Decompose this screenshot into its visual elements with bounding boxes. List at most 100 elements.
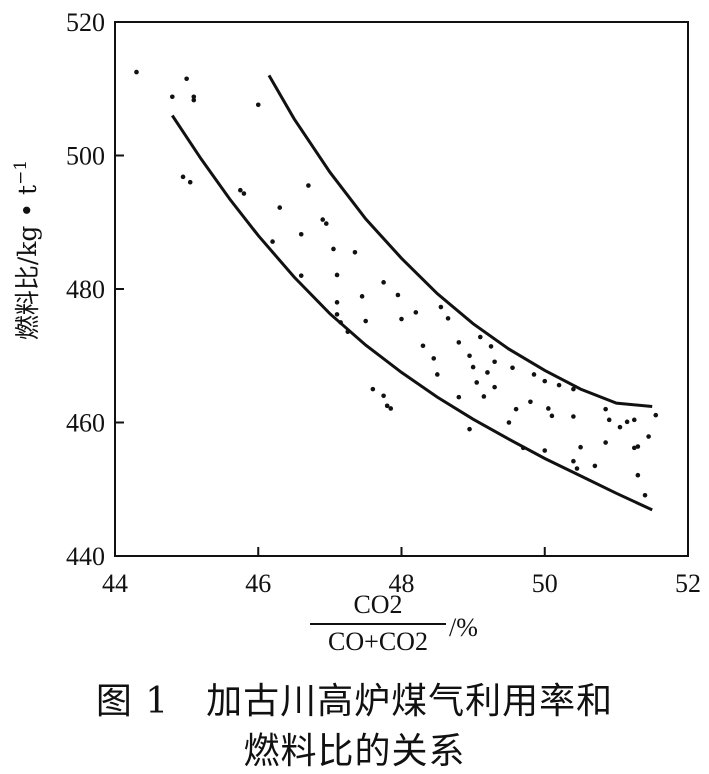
data-point — [438, 304, 444, 310]
y-tick-label: 520 — [66, 8, 105, 37]
data-point — [617, 424, 623, 430]
data-point — [298, 273, 304, 278]
data-point — [474, 380, 480, 385]
data-point — [592, 463, 598, 469]
x-tick-label: 52 — [675, 569, 701, 598]
y-axis-label: 燃料比/kg • t−1 — [11, 160, 42, 340]
scatter-chart: 44 46 48 50 52 440 460 480 500 520 燃料比/kg • t−1 C… — [11, 8, 701, 656]
x-axis-label-unit: /% — [449, 613, 478, 642]
data-point — [191, 97, 197, 103]
data-point — [520, 445, 526, 451]
data-point — [345, 329, 351, 335]
data-point — [542, 378, 548, 384]
data-point — [306, 183, 311, 188]
x-tick-label: 48 — [389, 569, 415, 598]
data-point — [624, 419, 630, 425]
data-point — [542, 448, 548, 453]
x-axis-label-numerator: CO2 — [353, 590, 402, 619]
data-point — [334, 272, 340, 278]
data-point — [467, 353, 472, 359]
data-point — [323, 221, 329, 226]
y-tick-label: 460 — [66, 409, 105, 438]
envelope-curve-1 — [171, 114, 653, 512]
data-point — [395, 292, 401, 298]
data-point — [277, 205, 283, 210]
data-point — [571, 458, 576, 464]
data-point — [381, 280, 386, 285]
data-point — [635, 444, 641, 449]
data-point — [255, 102, 261, 108]
data-point — [413, 310, 419, 315]
data-point — [238, 187, 243, 193]
data-point — [653, 412, 659, 418]
data-point — [492, 359, 497, 365]
x-tick-label: 44 — [102, 569, 128, 598]
data-point — [334, 300, 340, 305]
data-point — [420, 343, 426, 349]
figure-caption-line-1: 图 1 加古川高炉煤气利用率和 — [95, 681, 614, 722]
data-point — [631, 417, 637, 423]
data-point — [456, 340, 462, 345]
data-point — [399, 316, 404, 322]
data-point — [578, 444, 583, 450]
x-tick-label: 50 — [532, 569, 558, 598]
data-point — [510, 365, 515, 371]
data-point — [352, 249, 358, 255]
data-point — [631, 445, 637, 451]
plot-frame — [114, 21, 689, 557]
data-point — [363, 318, 368, 324]
data-point — [485, 370, 490, 375]
data-point — [359, 294, 365, 299]
data-point — [388, 406, 394, 411]
data-point — [470, 364, 476, 370]
y-axis-label-superscript: −1 — [11, 160, 31, 185]
data-point — [381, 393, 386, 399]
data-points — [134, 69, 659, 498]
data-point — [370, 386, 376, 392]
data-point — [571, 414, 576, 419]
tick-labels: 44 46 48 50 52 440 460 480 500 520 — [66, 8, 701, 598]
y-tick-label: 500 — [66, 142, 105, 171]
data-point — [270, 239, 275, 244]
data-point — [635, 472, 641, 478]
data-point — [191, 94, 197, 100]
data-point — [180, 174, 186, 180]
data-point — [646, 434, 651, 439]
data-point — [320, 217, 326, 222]
data-point — [456, 394, 462, 400]
data-point — [184, 76, 189, 82]
data-point — [435, 372, 440, 377]
data-point — [467, 426, 472, 432]
data-point — [531, 372, 537, 377]
data-point — [431, 356, 437, 361]
data-point — [481, 394, 487, 399]
data-point — [642, 492, 648, 498]
y-axis-label-text: 燃料比/kg • t — [13, 185, 42, 340]
data-point — [603, 406, 608, 412]
data-point — [571, 386, 576, 392]
data-point — [241, 191, 247, 196]
axes — [114, 21, 689, 557]
data-point — [134, 69, 139, 75]
data-point — [546, 406, 551, 411]
data-point — [187, 179, 193, 185]
data-point — [488, 344, 494, 349]
data-point — [384, 403, 390, 409]
data-point — [477, 334, 483, 340]
data-point — [528, 399, 533, 405]
data-point — [492, 384, 497, 390]
data-point — [549, 413, 555, 419]
figure-caption-line-2: 燃料比的关系 — [243, 731, 466, 772]
data-point — [298, 231, 304, 237]
envelope-curve-2 — [267, 74, 653, 408]
data-point — [603, 440, 608, 445]
envelope-curves — [171, 74, 653, 512]
data-point — [513, 406, 519, 412]
x-tick-label: 46 — [245, 569, 271, 598]
x-axis-label-denominator: CO+CO2 — [328, 627, 428, 656]
y-tick-label: 480 — [66, 275, 105, 304]
data-point — [334, 312, 340, 317]
data-point — [574, 466, 580, 471]
y-tick-label: 440 — [66, 542, 105, 571]
data-point — [445, 316, 451, 321]
